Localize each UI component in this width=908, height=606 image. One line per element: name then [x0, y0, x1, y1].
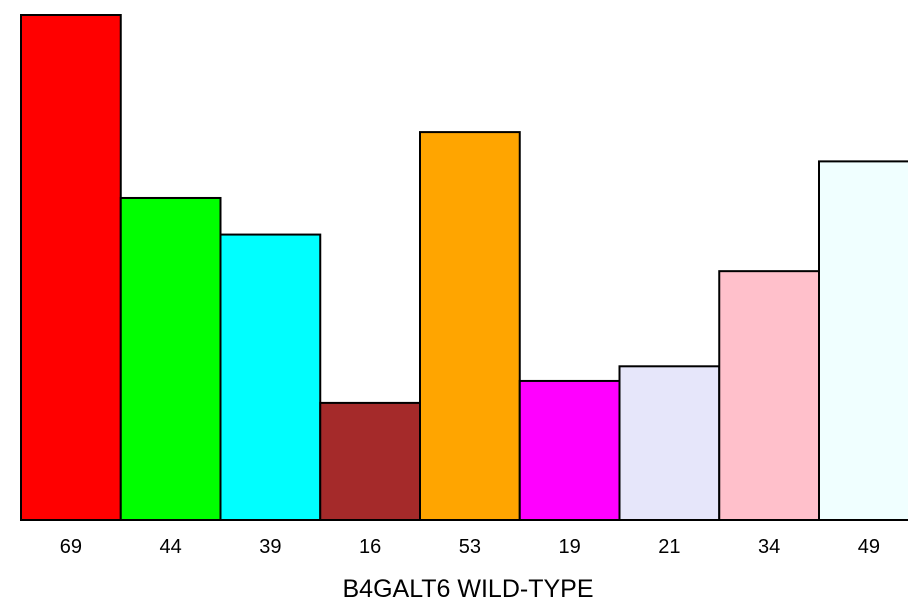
tick-label-53: 53: [459, 536, 481, 558]
tick-label-21: 21: [658, 536, 680, 558]
bar-44: [119, 196, 222, 521]
bar-16: [319, 401, 421, 521]
bar-21: [618, 365, 721, 521]
bar-53: [419, 131, 521, 521]
tick-label-16: 16: [359, 536, 381, 558]
bar-39: [219, 233, 322, 521]
bar-49: [818, 160, 908, 521]
tick-label-19: 19: [559, 536, 581, 558]
tick-label-34: 34: [758, 536, 780, 558]
bar-19: [518, 379, 621, 521]
tick-label-44: 44: [160, 536, 182, 558]
tick-label-69: 69: [60, 536, 82, 558]
bar-69: [20, 14, 122, 521]
x-axis-title: B4GALT6 WILD-TYPE: [343, 575, 594, 603]
bar-34: [718, 270, 820, 521]
tick-labels-group: 69 44 39 16 53 19 21 34 49: [60, 536, 880, 558]
bars-group: [20, 14, 908, 521]
tick-label-39: 39: [259, 536, 281, 558]
tick-label-49: 49: [858, 536, 880, 558]
